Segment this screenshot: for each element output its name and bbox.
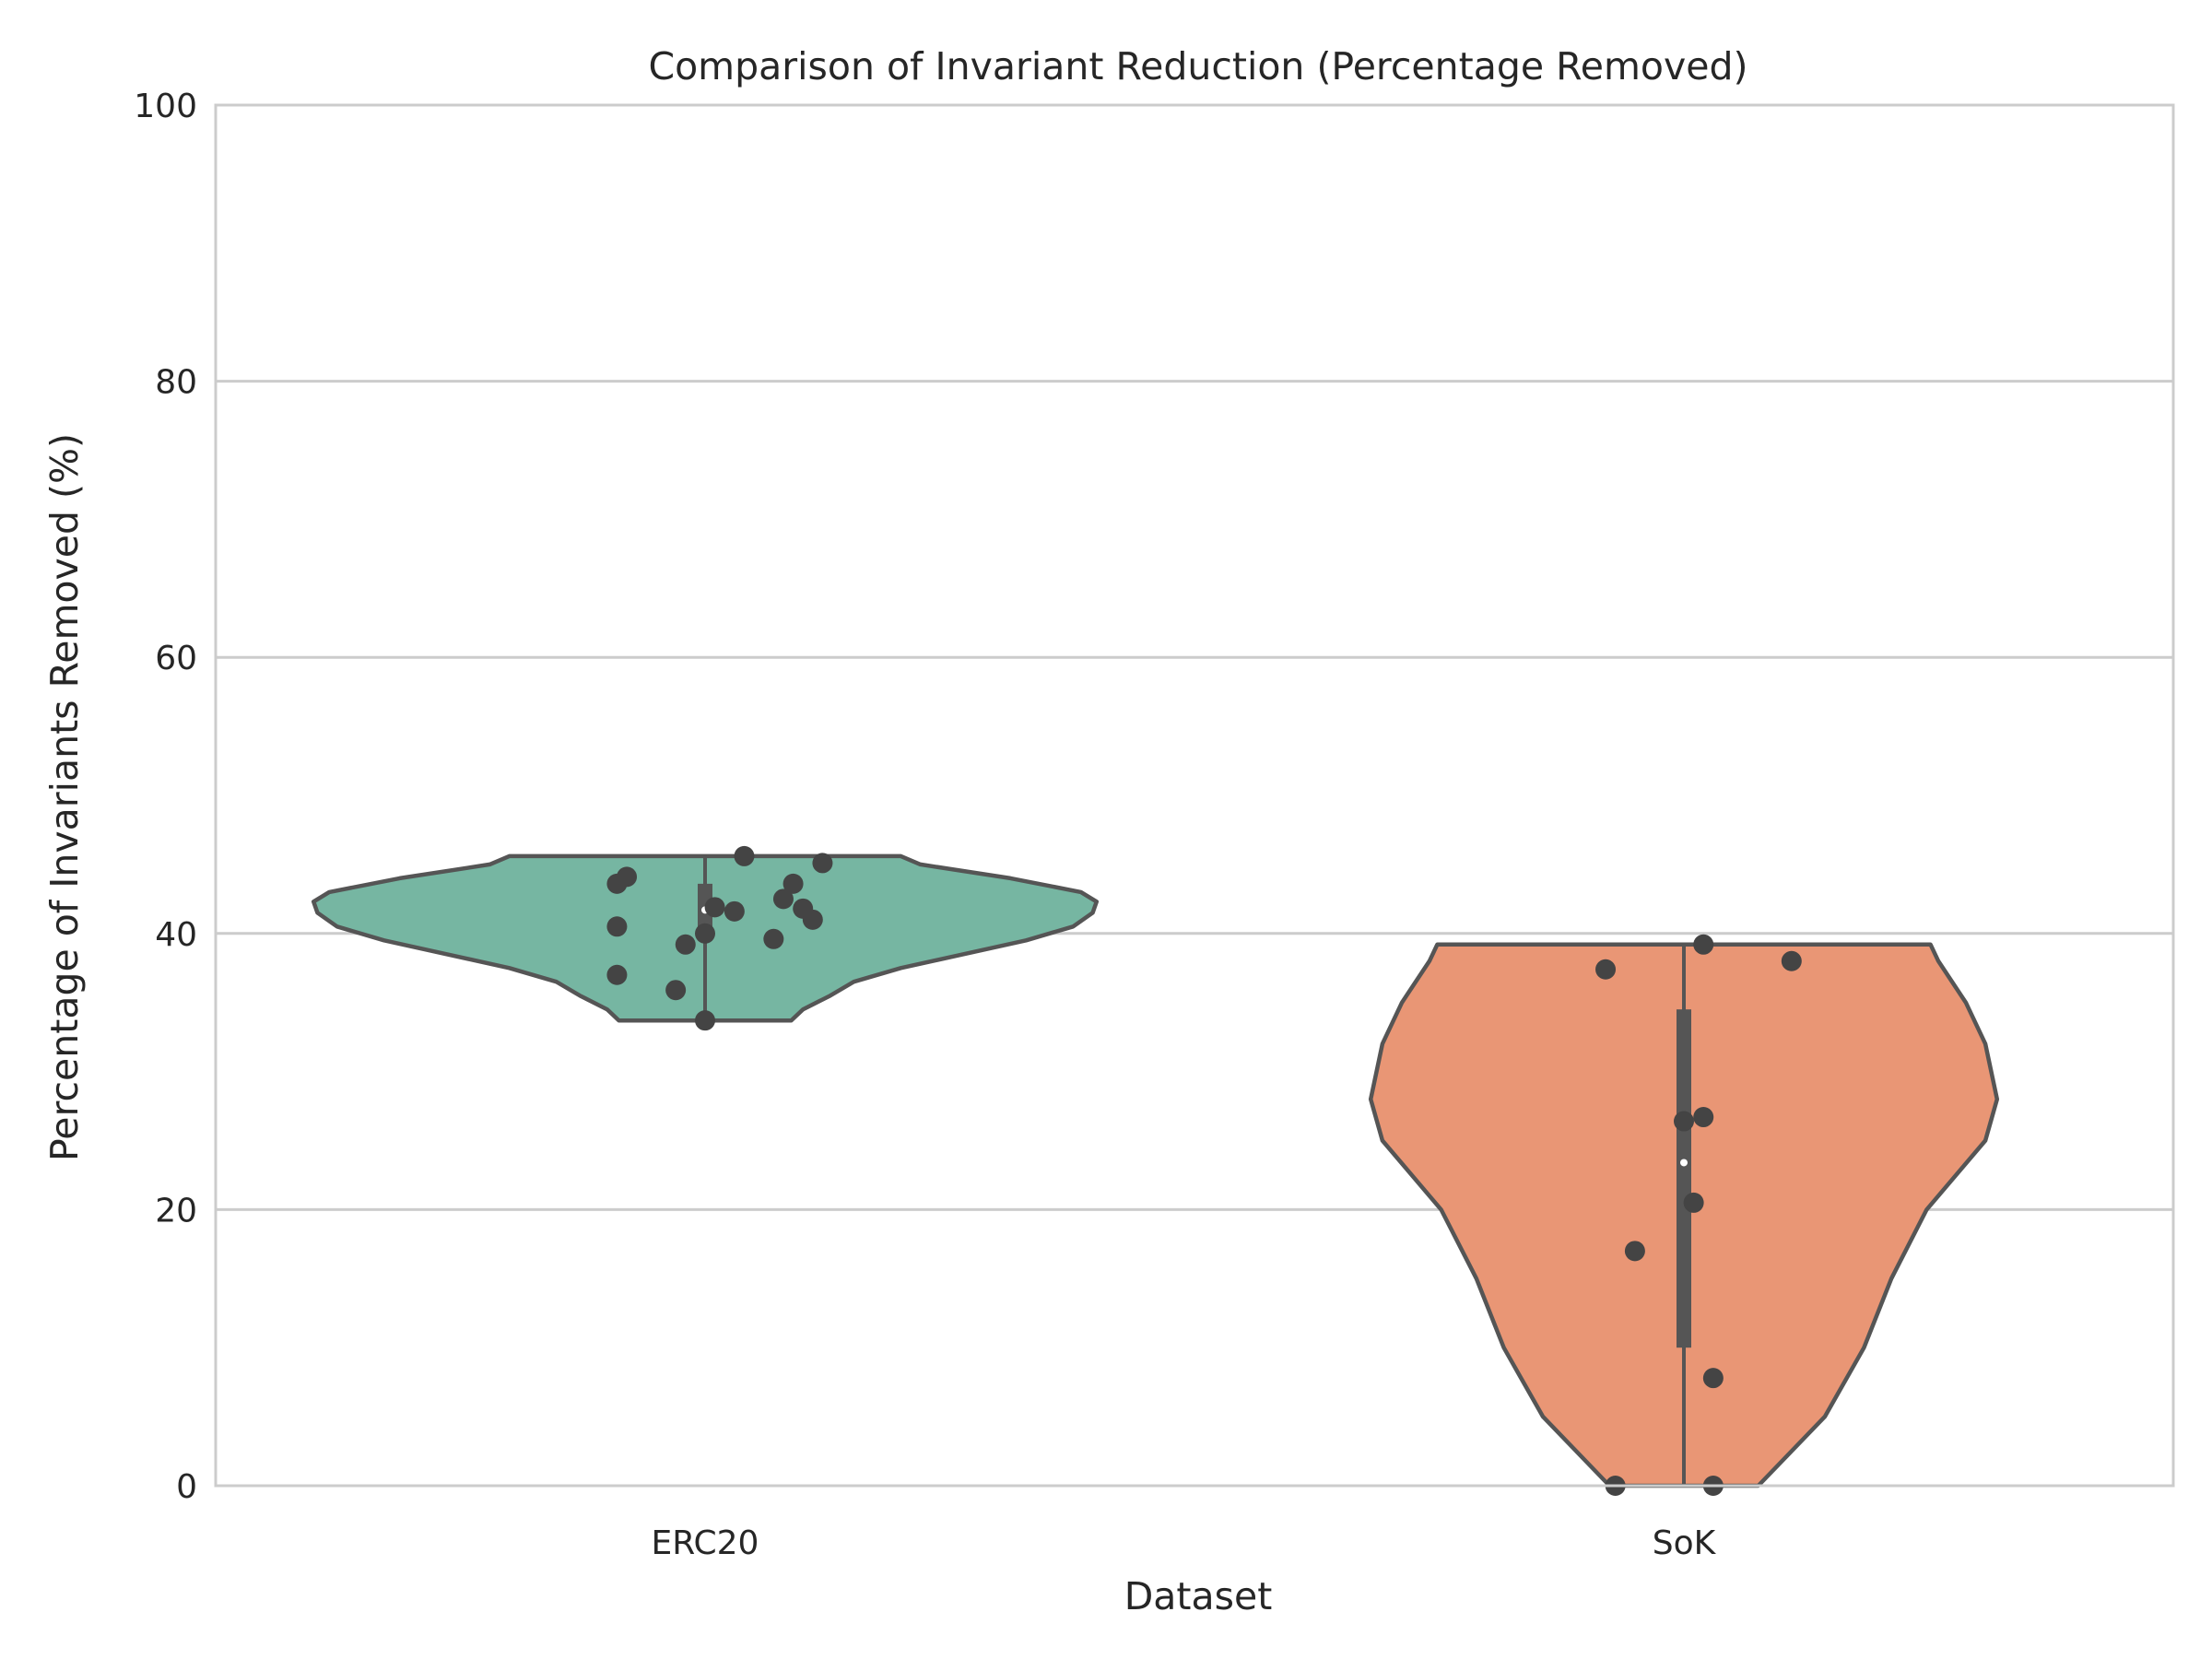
data-point [802, 909, 823, 930]
data-point [1702, 1368, 1724, 1389]
data-point [675, 934, 696, 955]
plot-frame [214, 103, 2175, 1488]
data-point [1674, 1111, 1694, 1132]
data-point [1781, 950, 1802, 971]
data-point [1693, 1107, 1714, 1128]
y-tick-label: 0 [176, 1468, 197, 1506]
data-point [724, 900, 745, 922]
y-tick-label: 80 [155, 364, 197, 402]
data-point [734, 845, 755, 866]
data-point [1693, 934, 1714, 955]
chart-title: Comparison of Invariant Reduction (Perce… [648, 44, 1747, 88]
strip-points [606, 845, 1802, 1496]
data-point [665, 980, 687, 1001]
data-point [1683, 1192, 1704, 1213]
data-point [763, 928, 784, 949]
violin-iqr-box [1677, 1009, 1691, 1348]
x-tick-label: SoK [1653, 1524, 1717, 1562]
y-axis-label: Percentage of Invariants Removed (%) [42, 433, 87, 1161]
data-point [1624, 1241, 1645, 1262]
y-tick-label: 60 [155, 640, 197, 677]
y-tick-label: 20 [155, 1192, 197, 1230]
data-point [695, 1010, 715, 1031]
data-point [606, 916, 628, 937]
data-point [1595, 959, 1617, 980]
x-tick-label: ERC20 [652, 1524, 759, 1562]
data-point [606, 964, 628, 985]
x-axis-label: Dataset [1124, 1574, 1273, 1618]
violin-median [1680, 1159, 1688, 1167]
y-tick-labels: 0 20 40 60 80 100 [134, 88, 197, 1506]
data-point [695, 923, 715, 944]
y-tick-label: 100 [134, 88, 197, 125]
y-tick-label: 40 [155, 916, 197, 954]
x-tick-labels: ERC20 SoK [652, 1524, 1717, 1562]
data-point [812, 853, 833, 874]
data-point [772, 888, 794, 910]
data-point [704, 897, 725, 918]
data-point [606, 873, 628, 894]
data-point [782, 873, 804, 894]
